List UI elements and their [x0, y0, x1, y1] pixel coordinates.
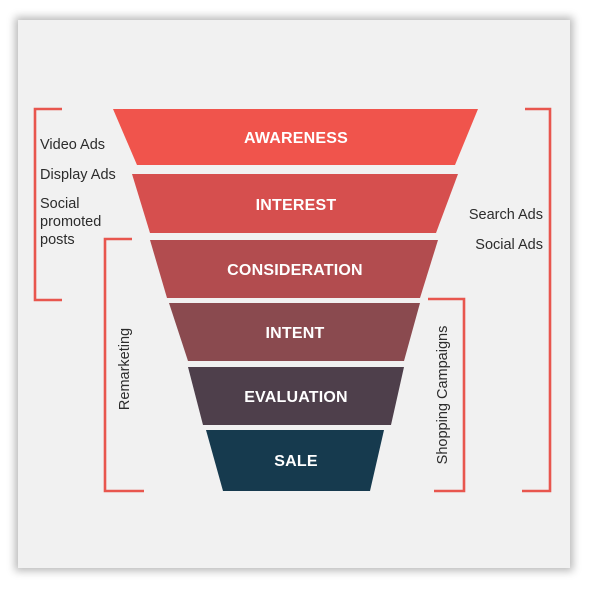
remarketing-label: Remarketing	[117, 328, 133, 410]
left-top-items: Video Ads Display Ads Social promoted po…	[40, 137, 116, 248]
stage-sale-band	[206, 430, 384, 491]
search-ads-label: Search Ads	[469, 207, 543, 223]
stage-awareness-band	[113, 109, 478, 165]
display-ads-label: Display Ads	[40, 167, 116, 183]
stage-intent-band	[169, 303, 420, 361]
stage-evaluation-label: EVALUATION	[244, 389, 348, 406]
social-label: Social	[40, 196, 80, 212]
stage-interest-band	[132, 174, 458, 233]
shopping-campaigns-label: Shopping Campaigns	[435, 326, 451, 465]
stage-awareness-label: AWARENESS	[244, 130, 348, 147]
funnel-stages	[113, 109, 478, 491]
right-search-items: Search Ads Social Ads	[469, 207, 543, 253]
posts-label: posts	[40, 232, 75, 248]
promoted-label: promoted	[40, 214, 101, 230]
remarketing-bracket	[103, 237, 144, 493]
stage-evaluation-band	[188, 367, 404, 425]
stage-consideration-label: CONSIDERATION	[227, 262, 363, 279]
right-search-bracket	[522, 107, 552, 493]
stage-sale-label: SALE	[274, 453, 318, 470]
stage-consideration-band	[150, 240, 438, 298]
social-ads-label: Social Ads	[475, 237, 543, 253]
stage-interest-label: INTEREST	[256, 197, 337, 214]
video-ads-label: Video Ads	[40, 137, 105, 153]
funnel-labels: AWARENESS INTEREST CONSIDERATION INTENT …	[227, 130, 363, 470]
left-top-bracket	[33, 107, 62, 302]
shopping-bracket	[428, 297, 466, 493]
stage-intent-label: INTENT	[266, 325, 325, 342]
